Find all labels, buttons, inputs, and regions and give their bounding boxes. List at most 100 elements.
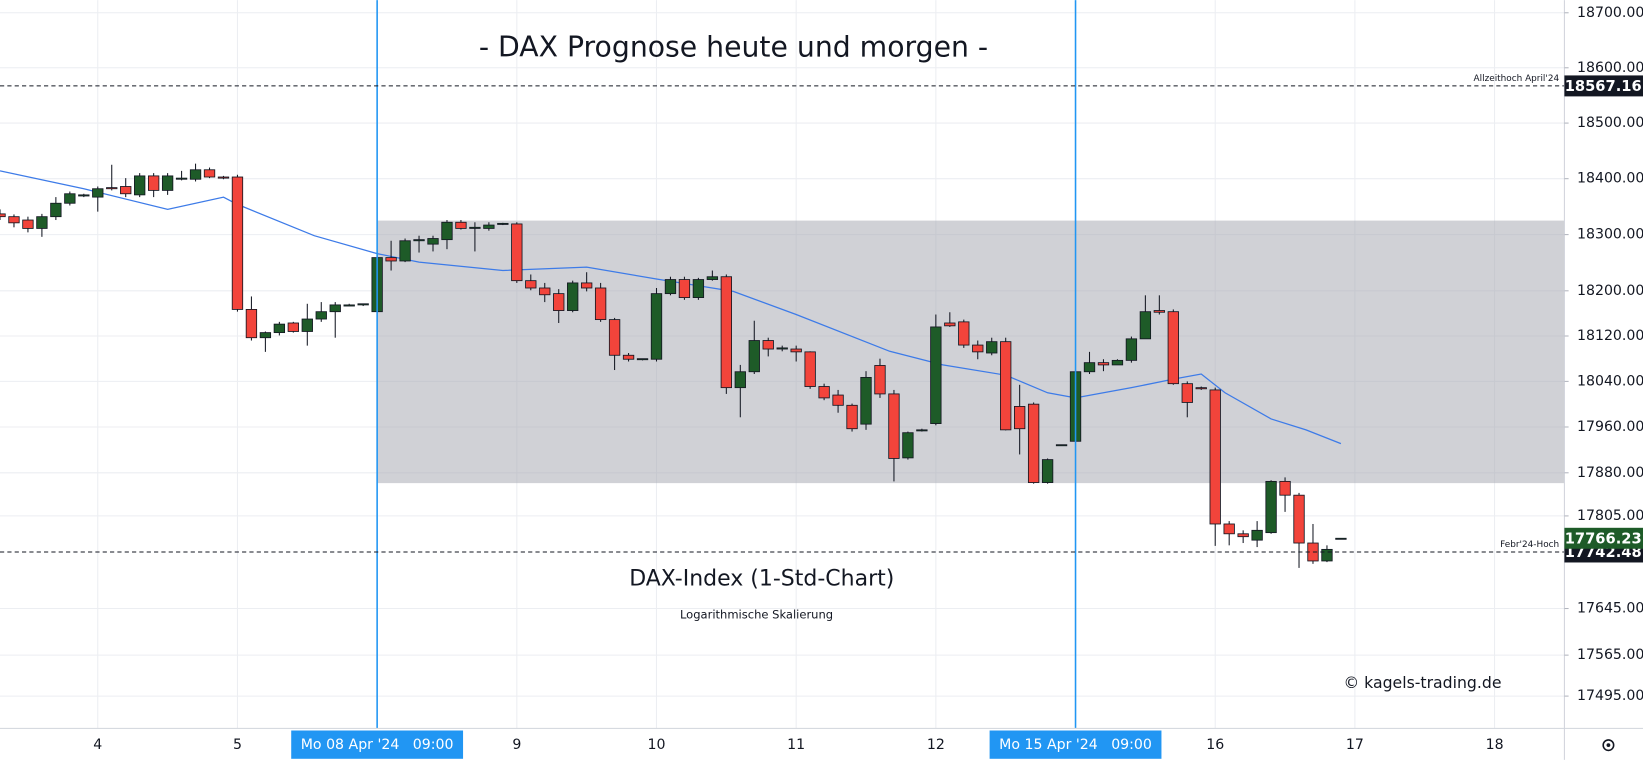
candle-body <box>930 326 942 424</box>
x-tick-label: 4 <box>93 737 102 753</box>
candle-body <box>1293 494 1305 544</box>
settings-icon[interactable] <box>1602 739 1615 752</box>
candle-body <box>1335 537 1347 540</box>
candle-body <box>1111 359 1124 366</box>
candle-body <box>259 332 272 339</box>
price-tag: 18567.16 <box>1565 78 1642 95</box>
level-label: Febr'24-Hoch <box>1500 540 1559 550</box>
candle-body <box>734 371 746 389</box>
x-tick-label: 12 <box>927 737 945 753</box>
candle-body <box>1139 311 1152 340</box>
candle-body <box>483 224 495 229</box>
candle-body <box>120 186 132 195</box>
candle-body <box>315 311 327 320</box>
candle-body <box>580 282 593 289</box>
candle-body <box>832 394 844 406</box>
candle-body <box>245 309 258 339</box>
candle-body <box>720 276 732 389</box>
candle-body <box>818 386 830 399</box>
gear-ring[interactable] <box>1602 739 1615 752</box>
candle-body <box>1097 362 1110 366</box>
x-tick-label: 9 <box>512 737 521 753</box>
marker-label-bg <box>291 730 464 759</box>
y-tick-label: 18120.00 <box>1577 328 1643 344</box>
y-tick-label: 18300.00 <box>1577 227 1643 243</box>
candle-body <box>329 304 341 313</box>
candle-body <box>134 175 146 196</box>
candle-body <box>1321 548 1333 562</box>
marker-label-bg <box>989 730 1162 759</box>
chart-title: - DAX Prognose heute und morgen - <box>479 30 988 63</box>
y-tick-label: 17960.00 <box>1577 419 1643 435</box>
overlay: Allzeithoch April'24 Febr'24-Hoch <box>0 0 1565 729</box>
y-tick-label: 17805.00 <box>1577 508 1643 524</box>
range-zone <box>377 220 1565 484</box>
candle-body <box>22 219 34 229</box>
candle-body <box>231 176 244 310</box>
candle-body <box>1014 406 1026 430</box>
candle-body <box>804 351 816 387</box>
candle-body <box>287 322 299 332</box>
y-tick-label: 17645.00 <box>1577 601 1643 617</box>
candle-body <box>762 340 774 350</box>
candle-body <box>846 404 858 430</box>
y-tick-label: 18200.00 <box>1577 283 1643 299</box>
y-tick-label: 18600.00 <box>1577 60 1643 76</box>
candle-body <box>92 188 104 198</box>
candle-body <box>469 226 481 229</box>
candle-body <box>203 169 216 178</box>
candle-body <box>608 319 621 356</box>
candle-body <box>1041 459 1054 483</box>
candle-body <box>217 176 230 179</box>
candle-body <box>455 221 467 229</box>
candle-body <box>776 347 788 350</box>
candle-body <box>860 376 872 425</box>
candle-body <box>706 276 719 280</box>
candle-body <box>1237 533 1249 538</box>
candle-body <box>678 279 691 298</box>
candle-body <box>273 323 286 334</box>
gear-center[interactable] <box>1606 743 1611 748</box>
candle-body <box>301 318 313 332</box>
candle-body <box>1209 389 1221 525</box>
candle-body <box>1083 362 1096 373</box>
x-tick-label: 17 <box>1346 737 1364 753</box>
candle-body <box>1153 310 1165 313</box>
candle-body <box>175 177 188 180</box>
candle-body <box>64 193 76 204</box>
candle-body <box>888 393 900 459</box>
candle-body <box>650 293 663 360</box>
candle-body <box>664 279 677 295</box>
x-tick-label: 11 <box>787 737 805 753</box>
candle-body <box>692 279 705 298</box>
marker-label: Mo 08 Apr '24 09:00 <box>301 737 454 753</box>
credit: © kagels-trading.de <box>1343 673 1501 692</box>
candle-body <box>8 216 20 224</box>
candle-body <box>399 240 411 262</box>
candle-body <box>594 287 607 321</box>
candle-body <box>790 348 802 353</box>
candle-body <box>1223 523 1235 535</box>
x-tick-label: 16 <box>1206 737 1224 753</box>
candle-body <box>189 169 202 180</box>
y-tick-label: 18040.00 <box>1577 373 1643 389</box>
candle-body <box>78 194 90 197</box>
candle-body <box>147 175 160 191</box>
candle-body <box>902 432 914 459</box>
y-tick-label: 18700.00 <box>1577 5 1643 21</box>
candle-body <box>636 358 649 361</box>
chart-subtitle: DAX-Index (1-Std-Chart) <box>629 567 894 592</box>
candle-body <box>1167 311 1179 385</box>
candle-body <box>1000 341 1012 431</box>
candle-body <box>50 202 62 218</box>
candle-body <box>497 222 509 225</box>
candle-body <box>748 340 760 373</box>
candle-body <box>567 282 579 311</box>
candle-body <box>539 287 551 296</box>
candle-body <box>622 354 635 360</box>
x-tick-label: 10 <box>648 737 666 753</box>
candle-body <box>1265 480 1277 534</box>
last-price-tag: 17766.23 <box>1565 530 1642 547</box>
price-tag-bg <box>1564 75 1643 97</box>
